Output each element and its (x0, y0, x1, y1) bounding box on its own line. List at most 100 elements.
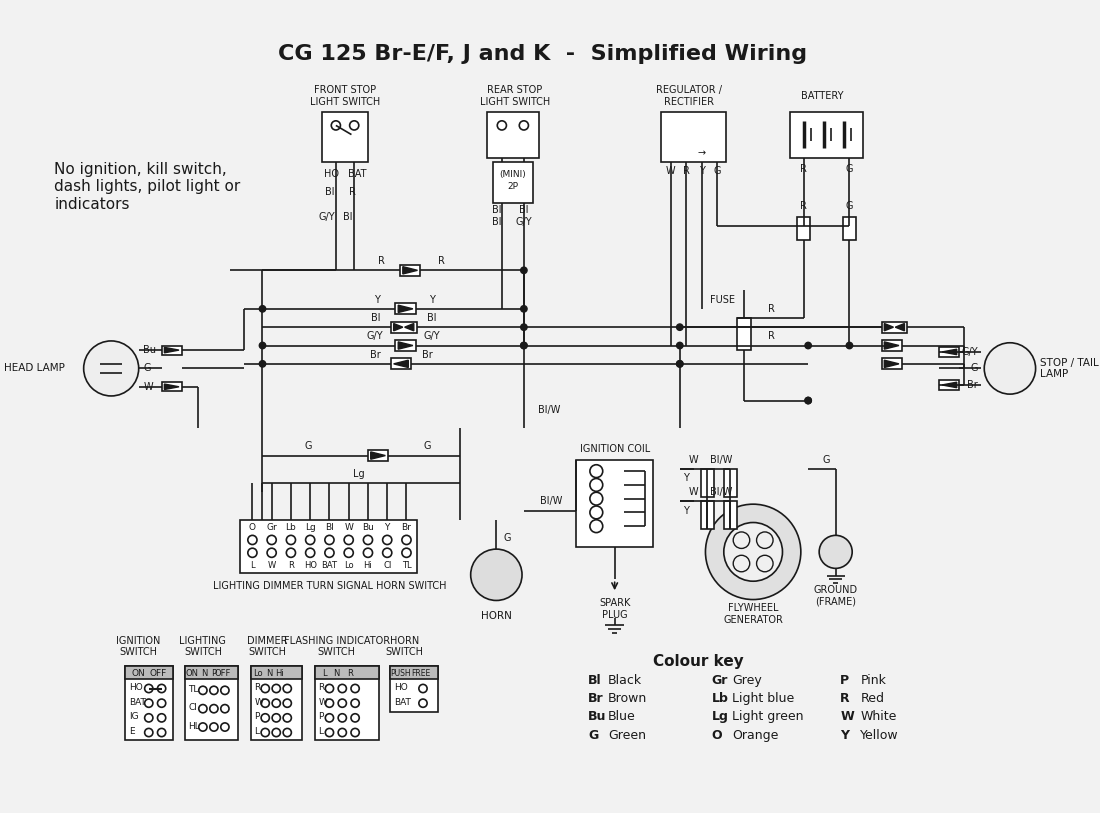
Bar (240, 520, 417, 573)
Circle shape (351, 699, 360, 707)
Text: Bl: Bl (428, 313, 437, 323)
Circle shape (520, 342, 527, 349)
Circle shape (351, 685, 360, 693)
Circle shape (199, 686, 207, 694)
Circle shape (260, 342, 266, 349)
Text: W: W (840, 711, 854, 724)
Polygon shape (394, 360, 408, 367)
Text: LIGHTING
SWITCH: LIGHTING SWITCH (179, 636, 227, 657)
Text: Lg: Lg (353, 469, 364, 479)
Text: (MINI): (MINI) (499, 170, 526, 179)
Bar (390, 322, 417, 333)
Circle shape (805, 342, 812, 349)
Circle shape (286, 548, 296, 558)
Circle shape (267, 535, 276, 545)
Text: Br: Br (402, 523, 411, 532)
Polygon shape (942, 349, 957, 354)
Circle shape (157, 728, 166, 737)
Text: R: R (800, 163, 807, 173)
Text: G/Y: G/Y (961, 347, 978, 357)
Text: N: N (266, 669, 272, 678)
Polygon shape (942, 382, 957, 388)
Bar (576, 460, 653, 547)
Text: Lo: Lo (344, 561, 353, 570)
Circle shape (260, 361, 266, 367)
Circle shape (261, 714, 270, 722)
Text: R: R (683, 167, 690, 176)
Text: G: G (504, 533, 512, 543)
Polygon shape (405, 324, 414, 331)
Text: G: G (305, 441, 312, 451)
Circle shape (676, 342, 683, 349)
Text: Light green: Light green (732, 711, 803, 724)
Text: Br: Br (967, 380, 978, 390)
Text: HORN: HORN (481, 611, 512, 621)
Circle shape (520, 267, 527, 273)
Circle shape (324, 548, 334, 558)
Text: L: L (254, 727, 260, 736)
Text: Orange: Orange (732, 728, 779, 741)
Bar (390, 359, 411, 369)
Text: Blue: Blue (608, 711, 636, 724)
Text: G/Y: G/Y (516, 217, 532, 227)
Text: Y: Y (840, 728, 849, 741)
Text: White: White (860, 711, 896, 724)
Text: L: L (321, 669, 327, 678)
Text: R: R (378, 256, 385, 266)
Circle shape (144, 714, 153, 722)
Text: HO: HO (304, 561, 317, 570)
Text: ON: ON (132, 669, 145, 678)
Circle shape (283, 699, 292, 707)
Text: HO: HO (323, 169, 339, 179)
Circle shape (210, 705, 218, 713)
Text: G: G (588, 728, 598, 741)
Circle shape (419, 685, 427, 693)
Text: Y: Y (374, 294, 381, 305)
Bar (493, 162, 534, 203)
Bar (322, 111, 368, 162)
Circle shape (221, 686, 229, 694)
Text: FUSE: FUSE (710, 294, 735, 305)
Circle shape (261, 685, 270, 693)
Circle shape (286, 535, 296, 545)
Text: HEAD LAMP: HEAD LAMP (4, 363, 65, 373)
Polygon shape (164, 384, 179, 389)
Circle shape (805, 398, 812, 404)
Text: IGNITION
SWITCH: IGNITION SWITCH (117, 636, 161, 657)
Text: Br: Br (370, 350, 381, 359)
Circle shape (383, 535, 392, 545)
Text: PUSH: PUSH (390, 669, 411, 678)
Circle shape (331, 121, 340, 130)
Bar (724, 469, 737, 497)
Text: GROUND
(FRAME): GROUND (FRAME) (814, 585, 858, 606)
Bar (315, 667, 379, 680)
Text: Bl: Bl (492, 205, 502, 215)
Text: REAR STOP
LIGHT SWITCH: REAR STOP LIGHT SWITCH (480, 85, 550, 107)
Text: W: W (254, 698, 263, 706)
Bar (881, 322, 907, 333)
Circle shape (383, 548, 392, 558)
Bar (251, 667, 301, 680)
Text: Lb: Lb (286, 523, 296, 532)
Text: →: → (697, 148, 706, 158)
Text: Y: Y (683, 506, 689, 515)
Bar (185, 667, 238, 740)
Circle shape (248, 535, 257, 545)
Circle shape (283, 685, 292, 693)
Text: R: R (346, 669, 353, 678)
Text: FLYWHEEL
GENERATOR: FLYWHEEL GENERATOR (723, 603, 783, 625)
Text: BATTERY: BATTERY (801, 91, 844, 101)
Circle shape (306, 535, 315, 545)
Text: Pink: Pink (860, 674, 887, 687)
Polygon shape (398, 341, 412, 349)
Text: Bl: Bl (492, 217, 502, 227)
Circle shape (820, 535, 852, 568)
Text: HL: HL (188, 722, 200, 731)
Bar (125, 667, 173, 740)
Bar (939, 380, 959, 389)
Circle shape (248, 548, 257, 558)
Bar (162, 346, 182, 354)
Circle shape (283, 728, 292, 737)
Text: CG 125 Br-E/F, J and K  -  Simplified Wiring: CG 125 Br-E/F, J and K - Simplified Wiri… (277, 44, 806, 64)
Circle shape (272, 699, 280, 707)
